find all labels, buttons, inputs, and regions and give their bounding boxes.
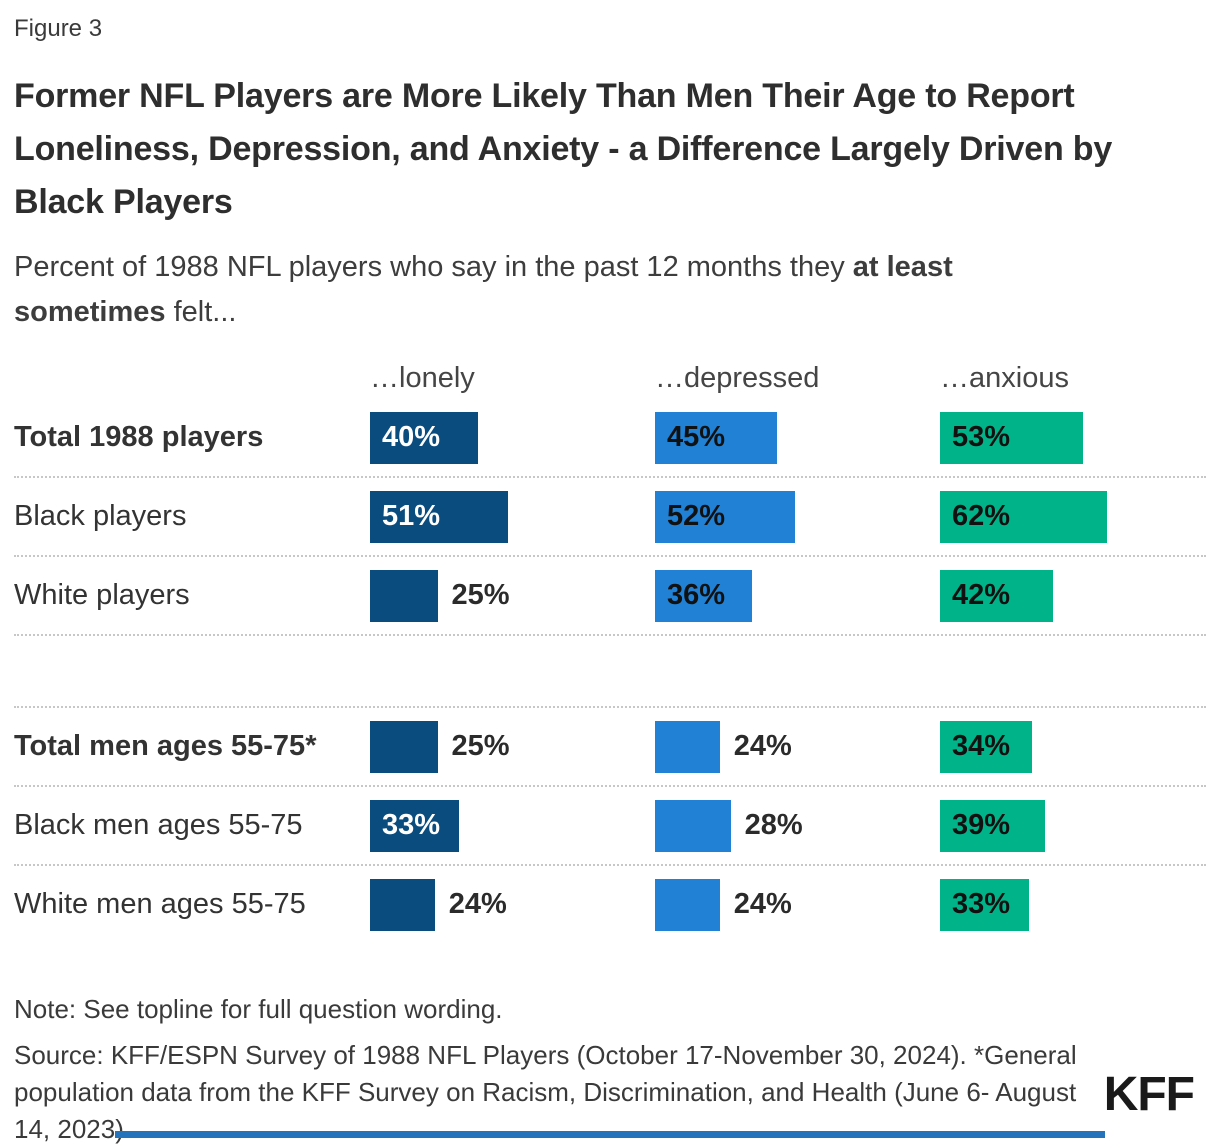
subtitle-emphasis: at least sometimes [14,251,953,328]
subtitle-prefix: Percent of 1988 NFL players who say in t… [14,251,853,283]
bar-cell: 28% [655,799,940,852]
row-separator [14,555,1206,557]
column-header: …lonely [370,362,475,394]
bar-depressed [655,799,731,852]
note-text: Note: See topline for full question word… [14,994,503,1024]
row-label: White players [14,579,190,611]
bar-anxious: 53% [940,411,1084,464]
bar-value-label: 33% [382,809,441,841]
bar-anxious: 42% [940,569,1054,622]
bar-cell: 62% [940,490,1220,543]
bar-lonely: 40% [370,411,478,464]
bar-lonely [370,569,438,622]
bar-cell: 25% [370,569,655,622]
bar-cell: 36% [655,569,940,622]
bar-cell: 24% [655,720,940,773]
chart-title: Former NFL Players are More Likely Than … [14,77,1113,221]
bar-anxious: 62% [940,490,1108,543]
bar-value-label: 24% [448,888,507,920]
chart-row: White men ages 55-75 24% 24% 33% [14,866,1206,943]
bar-depressed: 36% [655,569,753,622]
bar-value-label: 53% [952,421,1011,453]
row-label: Total men ages 55-75* [14,730,317,762]
bar-value-label: 25% [451,730,510,762]
bar-lonely [370,720,438,773]
bar-anxious: 39% [940,799,1046,852]
bar-depressed [655,720,720,773]
row-separator [14,476,1206,478]
bar-value-label: 33% [952,888,1011,920]
column-headers: …lonely …depressed …anxious [14,359,1206,399]
bar-value-label: 51% [382,500,441,532]
row-separator [14,706,1206,708]
subtitle-suffix: felt... [165,296,237,328]
chart-row: Black players 51% 52% 62% [14,478,1206,555]
bar-value-label: 24% [733,888,792,920]
bar-value-label: 45% [667,421,726,453]
bar-value-label: 36% [667,579,726,611]
bar-cell: 34% [940,720,1220,773]
bar-value-label: 28% [744,809,803,841]
bar-lonely [370,878,435,931]
bar-value-label: 52% [667,500,726,532]
row-separator [14,634,1206,636]
chart-row: Black men ages 55-75 33% 28% 39% [14,787,1206,864]
column-header: …depressed [655,362,820,394]
chart-row: Total men ages 55-75* 25% 24% 34% [14,708,1206,785]
row-label: Black players [14,500,187,532]
bar-value-label: 25% [451,579,510,611]
bar-cell: 39% [940,799,1220,852]
bar-value-label: 40% [382,421,441,453]
group-gap [14,636,1206,706]
bar-depressed [655,878,720,931]
bar-depressed: 45% [655,411,777,464]
bar-cell: 33% [370,799,655,852]
bar-value-label: 39% [952,809,1011,841]
bar-cell: 24% [370,878,655,931]
chart-rows: Total 1988 players 40% 45% 53% Black players… [14,399,1206,943]
bar-cell: 45% [655,411,940,464]
bar-depressed: 52% [655,490,796,543]
bar-cell: 51% [370,490,655,543]
row-label: Total 1988 players [14,421,264,453]
figure-number: Figure 3 [14,15,103,42]
bar-lonely: 33% [370,799,460,852]
chart-row: White players 25% 36% 42% [14,557,1206,634]
bar-lonely: 51% [370,490,508,543]
bar-cell: 24% [655,878,940,931]
bar-cell: 53% [940,411,1220,464]
bar-value-label: 34% [952,730,1011,762]
chart-row: Total 1988 players 40% 45% 53% [14,399,1206,476]
bar-cell: 25% [370,720,655,773]
bar-value-label: 62% [952,500,1011,532]
bar-value-label: 24% [733,730,792,762]
bar-anxious: 34% [940,720,1032,773]
bar-value-label: 42% [952,579,1011,611]
bar-cell: 52% [655,490,940,543]
row-label: Black men ages 55-75 [14,809,303,841]
row-separator [14,785,1206,787]
column-header: …anxious [940,362,1069,394]
footer: Note: See topline for full question word… [14,991,1084,1148]
kff-logo: KFF [1103,1068,1195,1121]
bar-cell: 42% [940,569,1220,622]
row-label: White men ages 55-75 [14,888,306,920]
bottom-accent-rule [115,1131,1105,1138]
bar-anxious: 33% [940,878,1030,931]
row-separator [14,864,1206,866]
source-text: Source: KFF/ESPN Survey of 1988 NFL Play… [14,1040,1077,1144]
bar-cell: 40% [370,411,655,464]
chart-subtitle: Percent of 1988 NFL players who say in t… [14,245,1099,335]
bar-cell: 33% [940,878,1220,931]
